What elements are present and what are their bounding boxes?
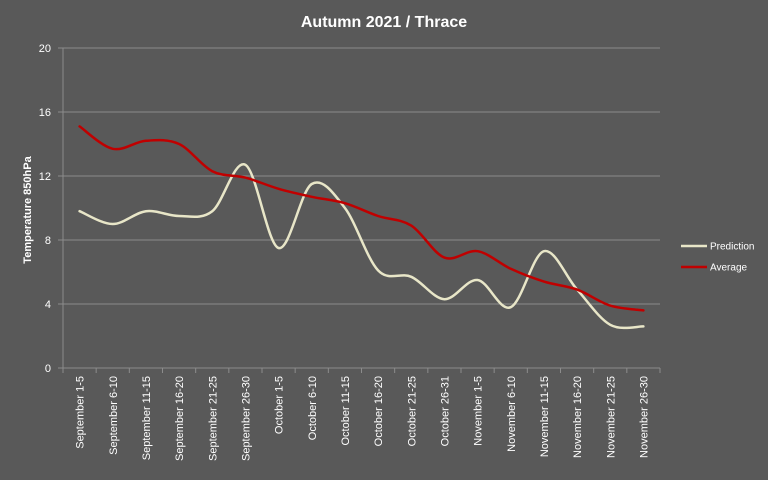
y-axis-label: Temperature 850hPa (22, 155, 34, 263)
y-tick-labels: 0 4 8 12 16 20 (39, 43, 51, 375)
x-tick-label: September 16-20 (174, 376, 186, 461)
x-tick-label: September 11-15 (141, 376, 153, 460)
x-tick-label: September 6-10 (108, 376, 120, 455)
y-tick-label: 0 (45, 363, 51, 375)
x-tick-label: November 1-5 (473, 376, 485, 446)
legend: Prediction Average (681, 242, 754, 274)
x-tick-label: October 26-31 (439, 376, 451, 446)
y-tick-label: 12 (39, 171, 51, 183)
series-line-prediction (78, 163, 645, 330)
x-tick-label: October 16-20 (373, 376, 385, 446)
x-tick-label: October 11-15 (340, 376, 352, 446)
x-tick-label: September 26-30 (240, 376, 252, 461)
axes (58, 47, 661, 373)
y-tick-label: 20 (39, 43, 51, 55)
x-tick-label: November 16-20 (572, 376, 584, 458)
x-tick-labels: September 1-5 September 6-10 September 11-… (75, 376, 651, 461)
x-tick-label: September 1-5 (75, 376, 87, 449)
y-tick-label: 8 (45, 235, 51, 247)
legend-label: Prediction (710, 242, 754, 253)
x-tick-label: October 6-10 (307, 376, 319, 440)
series-lines (78, 125, 645, 330)
x-tick-label: September 21-25 (207, 376, 219, 461)
x-tick-label: November 26-30 (638, 376, 650, 458)
x-tick-label: October 1-5 (274, 376, 286, 434)
x-tick-label: November 11-15 (539, 376, 551, 457)
chart-title: Autumn 2021 / Thrace (301, 14, 467, 31)
y-tick-label: 4 (45, 299, 51, 311)
x-tick-label: November 6-10 (506, 376, 518, 452)
x-tick-label: October 21-25 (406, 376, 418, 446)
legend-label: Average (710, 263, 748, 274)
series-line-average (78, 125, 645, 312)
y-tick-label: 16 (39, 107, 51, 119)
x-tick-label: November 21-25 (605, 376, 617, 458)
